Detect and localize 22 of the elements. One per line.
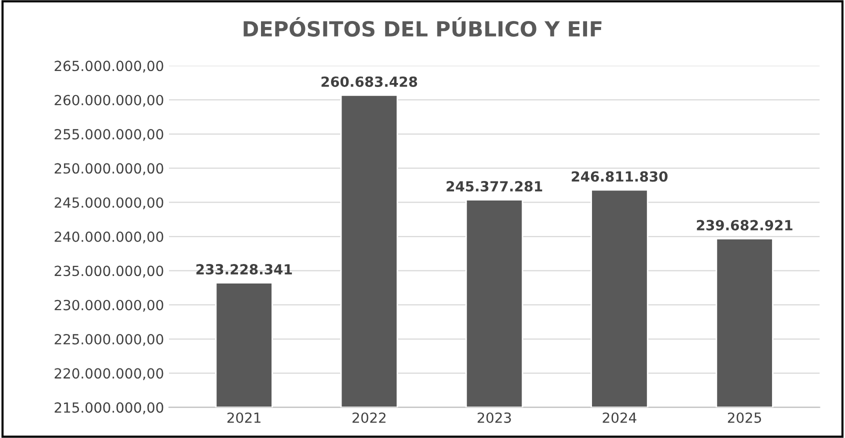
x-tick-label: 2025 — [728, 412, 762, 423]
y-tick-label: 235.000.000,00 — [54, 266, 164, 278]
y-tick-label: 230.000.000,00 — [54, 300, 164, 312]
x-tick-label: 2021 — [227, 412, 260, 423]
x-tick-label: 2023 — [478, 412, 511, 423]
y-tick-label: 225.000.000,00 — [54, 334, 164, 346]
y-tick-label: 260.000.000,00 — [54, 94, 164, 107]
y-tick-label: 215.000.000,00 — [54, 402, 164, 414]
y-tick-label: 245.000.000,00 — [54, 197, 164, 210]
data-label: 233.228.341 — [196, 264, 292, 275]
data-label: 245.377.281 — [446, 181, 542, 192]
y-tick-label: 240.000.000,00 — [54, 231, 164, 244]
data-label: 239.682.921 — [696, 220, 792, 230]
data-label: 246.811.830 — [572, 171, 668, 182]
y-tick-label: 255.000.000,00 — [54, 128, 164, 141]
y-tick-label: 250.000.000,00 — [54, 163, 164, 176]
y-tick-label: 265.000.000,00 — [54, 60, 164, 73]
data-label: 260.683.428 — [322, 76, 418, 87]
x-tick-label: 2024 — [602, 412, 636, 423]
chart-title: DEPÓSITOS DEL PÚBLICO Y EIF — [244, 17, 602, 37]
x-tick-label: 2022 — [352, 412, 386, 423]
y-tick-label: 220.000.000,00 — [54, 368, 164, 380]
